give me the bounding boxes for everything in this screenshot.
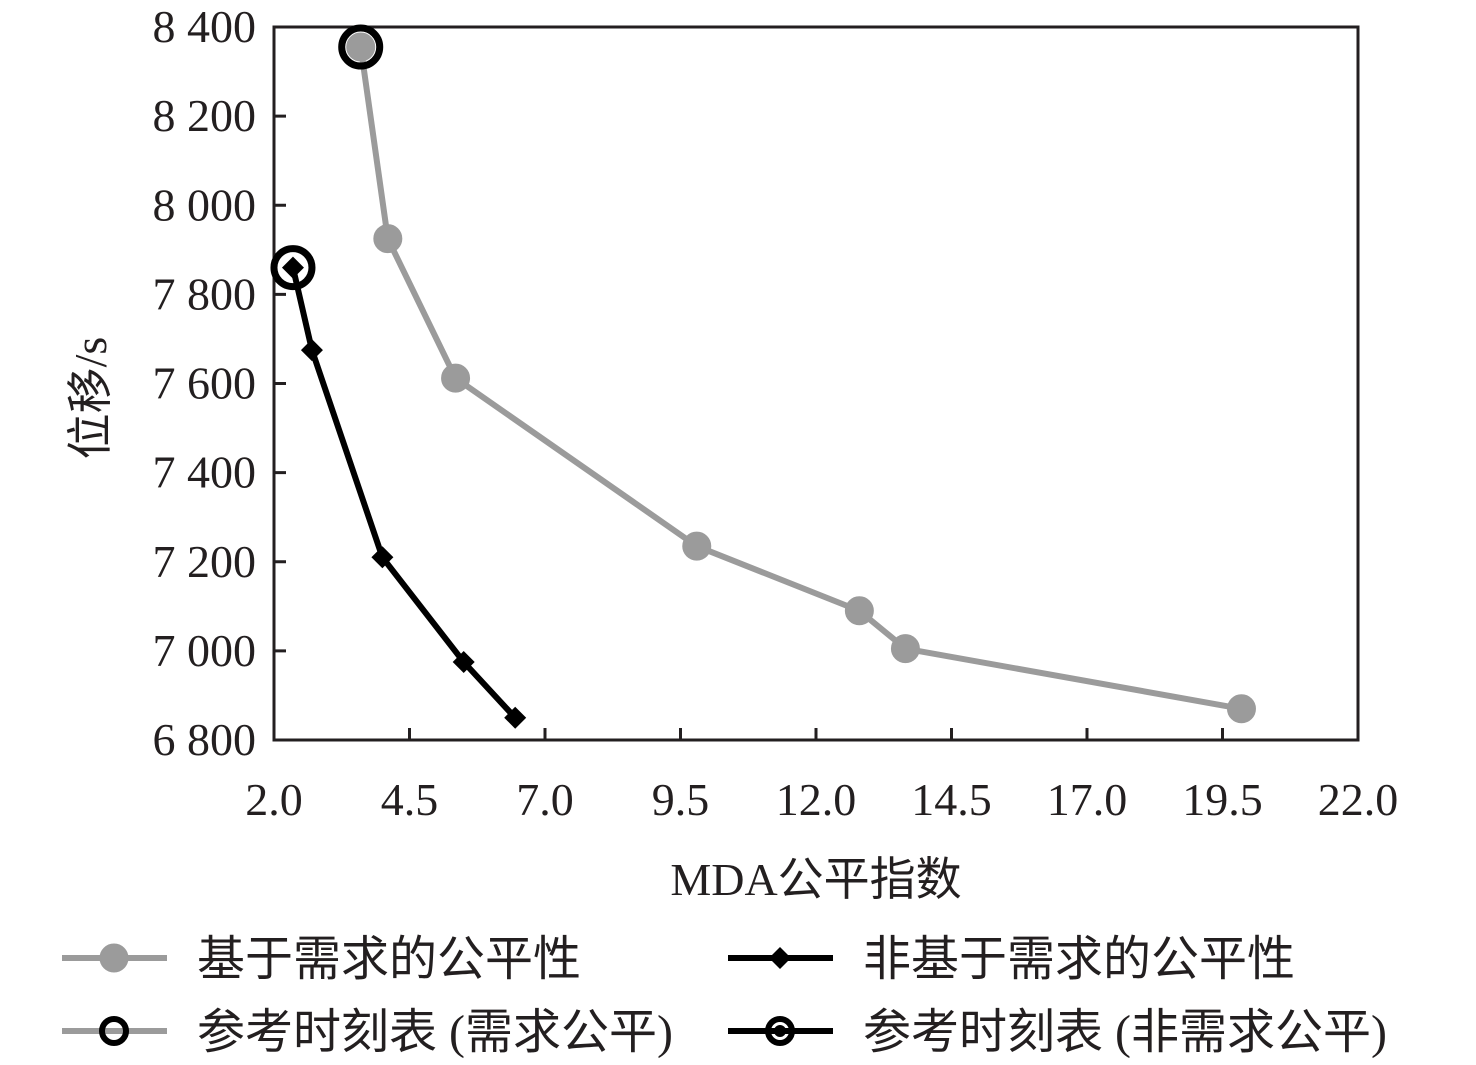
y-tick-label: 8 200 (153, 90, 257, 141)
legend-item: 参考时刻表 (需求公平) (62, 1006, 673, 1059)
data-point (441, 363, 471, 393)
data-point (373, 224, 403, 254)
x-tick-label: 2.0 (245, 774, 303, 825)
y-axis: 6 800 7 000 7 200 7 400 7 600 7 800 8 000 8 200… (153, 1, 286, 765)
data-point (504, 706, 527, 729)
x-axis: 2.0 4.5 7.0 9.5 12.0 14.5 17.0 19.5 22.0 (245, 728, 1398, 825)
legend-marker (769, 947, 791, 969)
reference-point (270, 245, 316, 291)
legend-item: 非基于需求的公平性 (728, 933, 1295, 986)
x-tick-label: 17.0 (1047, 774, 1128, 825)
legend-item: 基于需求的公平性 (62, 933, 581, 986)
y-tick-label: 7 800 (153, 268, 257, 319)
y-tick-label: 7 400 (153, 447, 257, 498)
legend-marker-core (774, 1025, 786, 1037)
reference-point (338, 24, 384, 70)
x-tick-label: 4.5 (381, 774, 439, 825)
legend-label: 参考时刻表 (需求公平) (197, 1006, 673, 1059)
series-2 (338, 24, 384, 70)
data-point (346, 32, 376, 62)
y-tick-label: 7 200 (153, 536, 257, 587)
y-axis-title: 位移/s (65, 337, 116, 460)
y-tick-label: 7 000 (153, 625, 257, 676)
x-axis-title: MDA公平指数 (670, 854, 961, 905)
series-line (357, 46, 1242, 712)
data-point (452, 651, 475, 674)
plot-area (272, 25, 1360, 742)
x-tick-label: 12.0 (776, 774, 857, 825)
series-0 (346, 32, 1256, 724)
data-point (1226, 694, 1256, 724)
series-layer (270, 24, 1256, 729)
y-tick-label: 8 400 (153, 1, 257, 52)
series-3 (270, 245, 316, 291)
legend-item: 参考时刻表 (非需求公平) (728, 1006, 1387, 1059)
x-tick-label: 7.0 (516, 774, 574, 825)
data-point (844, 596, 874, 626)
data-point (371, 546, 394, 569)
y-tick-label: 6 800 (153, 714, 257, 765)
y-tick-label: 7 600 (153, 358, 257, 409)
series-line (290, 266, 518, 720)
legend-marker (99, 1016, 129, 1046)
x-tick-label: 14.5 (911, 774, 992, 825)
x-tick-label: 22.0 (1318, 774, 1399, 825)
legend-label: 参考时刻表 (非需求公平) (863, 1006, 1387, 1059)
x-tick-label: 9.5 (652, 774, 710, 825)
plot-border (272, 25, 1360, 742)
legend-label: 基于需求的公平性 (197, 933, 581, 986)
data-point (890, 634, 920, 664)
legend-marker (765, 1016, 795, 1046)
series-1 (281, 256, 527, 729)
y-tick-label: 8 000 (153, 179, 257, 230)
data-point (682, 531, 712, 561)
x-tick-label: 19.5 (1182, 774, 1263, 825)
legend-label: 非基于需求的公平性 (863, 933, 1295, 986)
data-point (281, 256, 304, 279)
legend-marker (99, 943, 129, 973)
data-point (300, 339, 323, 362)
